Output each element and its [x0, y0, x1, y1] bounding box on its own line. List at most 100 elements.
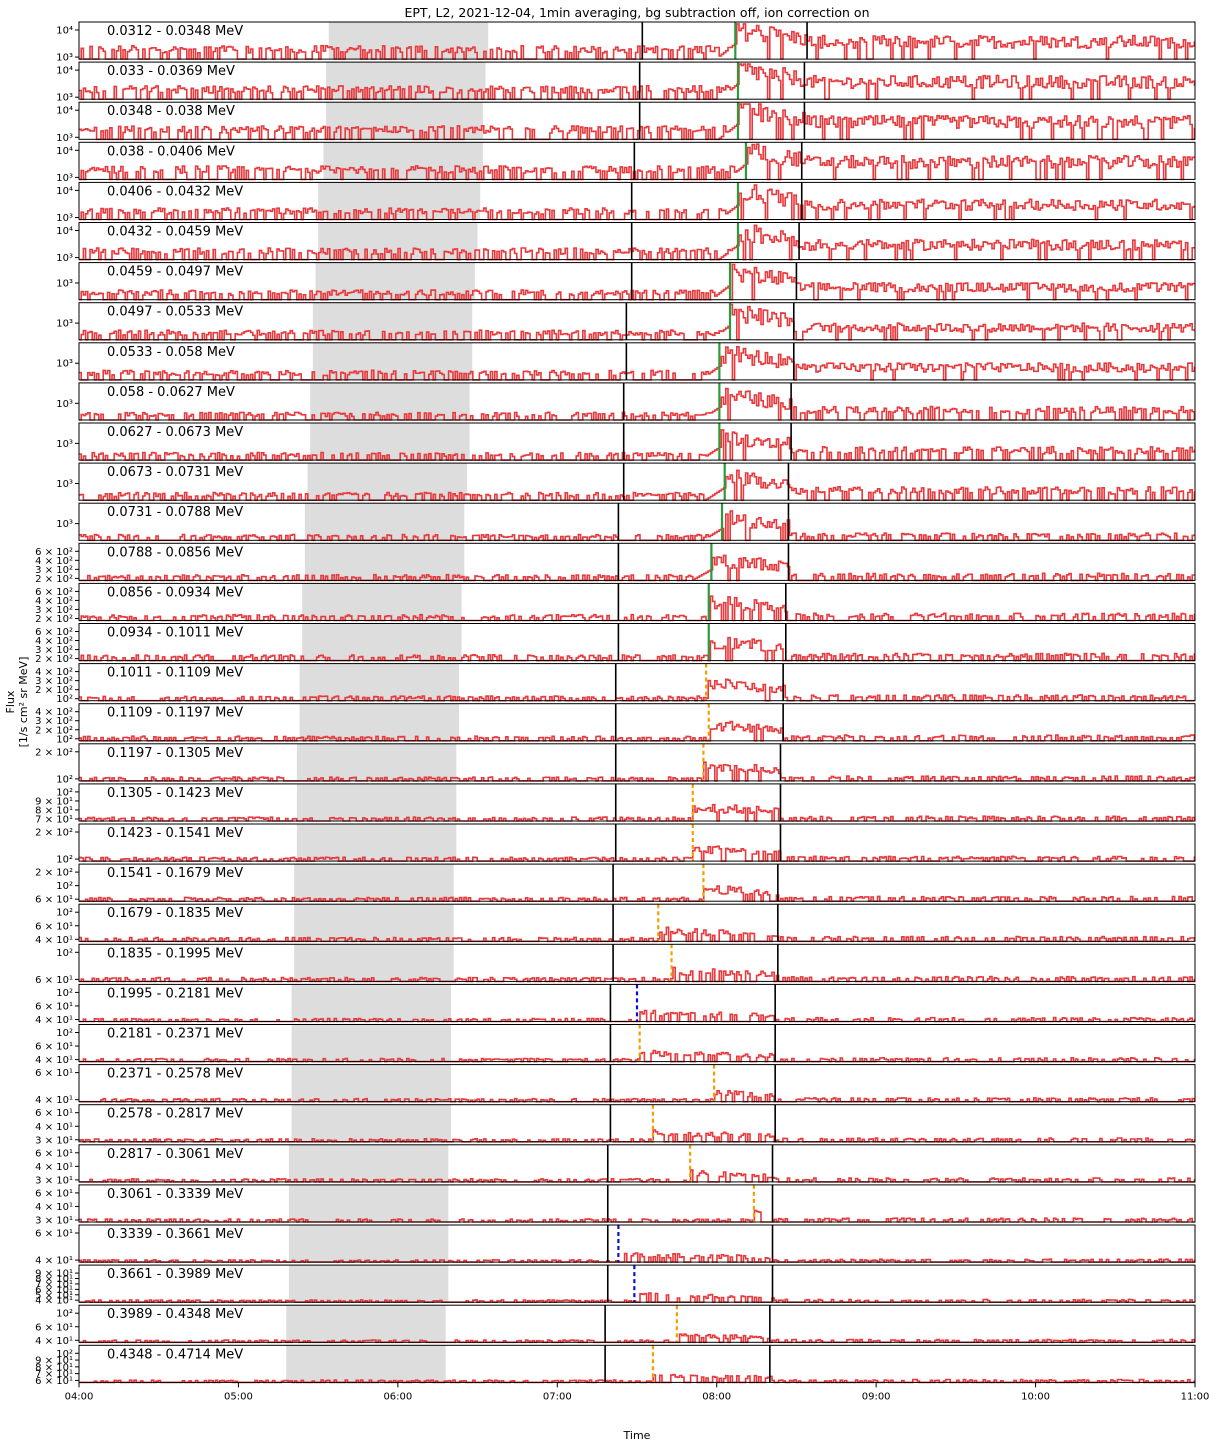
y-tick-label: 10²: [56, 734, 73, 745]
y-axis-label-group: Flux [1/s cm² sr MeV]: [4, 657, 30, 748]
energy-label: 0.2371 - 0.2578 MeV: [107, 1067, 243, 1082]
y-tick-label: 7 × 10¹: [35, 815, 73, 826]
y-tick-label: 6 × 10¹: [35, 1108, 73, 1119]
y-tick-label: 10⁴: [56, 66, 73, 77]
panel-frame: [78, 582, 1196, 622]
y-tick-label: 2 × 10²: [35, 868, 73, 879]
shaded-interval: [291, 1064, 451, 1102]
y-tick-label: 6 × 10¹: [35, 1285, 73, 1296]
panel-frame: [78, 663, 1196, 702]
x-tick-label: 10:00: [1021, 1391, 1050, 1402]
panel-frame: [78, 783, 1196, 822]
panel-frame: [78, 462, 1196, 501]
shaded-interval: [286, 1345, 446, 1383]
y-tick-label: 10³: [56, 93, 73, 104]
y-tick-label: 4 × 10¹: [35, 1015, 73, 1026]
flux-series: [79, 103, 1196, 141]
flux-series: [79, 1090, 1196, 1103]
energy-label: 0.058 - 0.0627 MeV: [107, 385, 235, 400]
y-tick-label: 4 × 10¹: [35, 1202, 73, 1213]
flux-series: [79, 678, 1195, 702]
panel-frame: [78, 943, 1196, 982]
flux-series: [79, 1049, 1196, 1063]
y-tick-label: 10³: [56, 519, 73, 530]
energy-label: 0.0312 - 0.0348 MeV: [107, 24, 243, 39]
energy-label: 0.0934 - 0.1011 MeV: [107, 626, 243, 641]
y-tick-label: 3 × 10²: [35, 645, 73, 656]
panel-frame: [78, 141, 1196, 180]
panel-19: 0.1197 - 0.1305 MeV 2 × 10² 10²: [35, 743, 1196, 785]
y-tick-label: 4 × 10²: [35, 707, 73, 718]
shaded-interval: [288, 1225, 449, 1263]
shaded-interval: [304, 503, 465, 541]
flux-series: [79, 23, 1196, 60]
shaded-interval: [294, 864, 454, 902]
flux-series: [79, 469, 1196, 501]
panel-9: 0.0533 - 0.058 MeV 10³: [56, 342, 1196, 381]
y-tick-label: 3 × 10¹: [35, 1135, 73, 1146]
panel-frame: [78, 262, 1196, 301]
shaded-interval: [288, 1144, 449, 1182]
panel-7: 0.0459 - 0.0497 MeV 10³: [56, 262, 1196, 301]
y-tick-label: 6 × 10¹: [35, 1148, 73, 1159]
energy-label: 0.1011 - 0.1109 MeV: [107, 666, 243, 681]
panel-frame: [78, 342, 1196, 381]
shaded-interval: [328, 22, 489, 60]
y-tick-label: 10²: [56, 1028, 73, 1039]
panel-frame: [78, 703, 1196, 742]
shaded-interval: [291, 1024, 451, 1062]
y-axis-label: Flux: [4, 690, 17, 713]
y-tick-label: 8 × 10¹: [35, 1274, 73, 1285]
shaded-interval: [294, 904, 454, 942]
energy-label: 0.3061 - 0.3339 MeV: [107, 1187, 243, 1202]
panel-frame: [78, 1064, 1196, 1103]
shaded-interval: [296, 743, 457, 781]
y-tick-label: 4 × 10²: [35, 596, 73, 607]
panel-frame: [78, 1264, 1196, 1303]
panel-5: 0.0406 - 0.0432 MeV 10⁴ 10³: [56, 181, 1196, 224]
energy-label: 0.0788 - 0.0856 MeV: [107, 545, 243, 560]
panel-22: 0.1541 - 0.1679 MeV 2 × 10² 10² 6 × 10¹: [35, 863, 1196, 906]
y-tick-label: 7 × 10¹: [35, 1279, 73, 1290]
x-tick-label: 04:00: [65, 1391, 94, 1402]
y-tick-label: 10²: [56, 988, 73, 999]
panel-12: 0.0673 - 0.0731 MeV 10³: [56, 462, 1196, 501]
panel-1: 0.0312 - 0.0348 MeV 10⁴ 10³: [56, 21, 1196, 64]
y-tick-label: 2 × 10²: [35, 574, 73, 585]
shaded-interval: [288, 1265, 449, 1303]
y-tick-label: 4 × 10¹: [35, 1336, 73, 1347]
y-tick-label: 2 × 10²: [35, 685, 73, 696]
y-tick-label: 4 × 10²: [35, 556, 73, 567]
flux-series: [79, 263, 1196, 301]
y-tick-label: 10³: [56, 53, 73, 64]
energy-label: 0.1835 - 0.1995 MeV: [107, 946, 243, 961]
energy-label: 0.0533 - 0.058 MeV: [107, 345, 235, 360]
panel-26: 0.2181 - 0.2371 MeV 10² 6 × 10¹ 4 × 10¹: [35, 1024, 1196, 1066]
y-tick-label: 10⁴: [56, 106, 73, 117]
flux-series: [79, 63, 1196, 100]
flux-series: [79, 885, 1195, 902]
energy-label: 0.0432 - 0.0459 MeV: [107, 225, 243, 240]
panel-frame: [78, 502, 1196, 541]
y-tick-label: 6 × 10¹: [35, 1001, 73, 1012]
shaded-interval: [296, 824, 457, 862]
x-axis-label: Time: [623, 1429, 651, 1442]
y-tick-label: 6 × 10¹: [35, 975, 73, 986]
shaded-interval: [304, 543, 465, 581]
panel-11: 0.0627 - 0.0673 MeV 10³: [56, 422, 1196, 461]
y-tick-label: 10³: [56, 213, 73, 224]
flux-series: [79, 224, 1196, 261]
y-tick-label: 10⁴: [56, 26, 73, 37]
flux-series: [79, 966, 1196, 983]
chart-title: EPT, L2, 2021-12-04, 1min averaging, bg …: [404, 5, 869, 20]
y-tick-label: 5 × 10¹: [35, 1290, 73, 1301]
y-tick-label: 3 × 10²: [35, 565, 73, 576]
energy-label: 0.3661 - 0.3989 MeV: [107, 1267, 243, 1282]
flux-series: [79, 1252, 1196, 1263]
x-tick-label: 05:00: [224, 1391, 253, 1402]
x-tick-label: 08:00: [702, 1391, 731, 1402]
y-tick-label: 10²: [56, 1349, 73, 1360]
